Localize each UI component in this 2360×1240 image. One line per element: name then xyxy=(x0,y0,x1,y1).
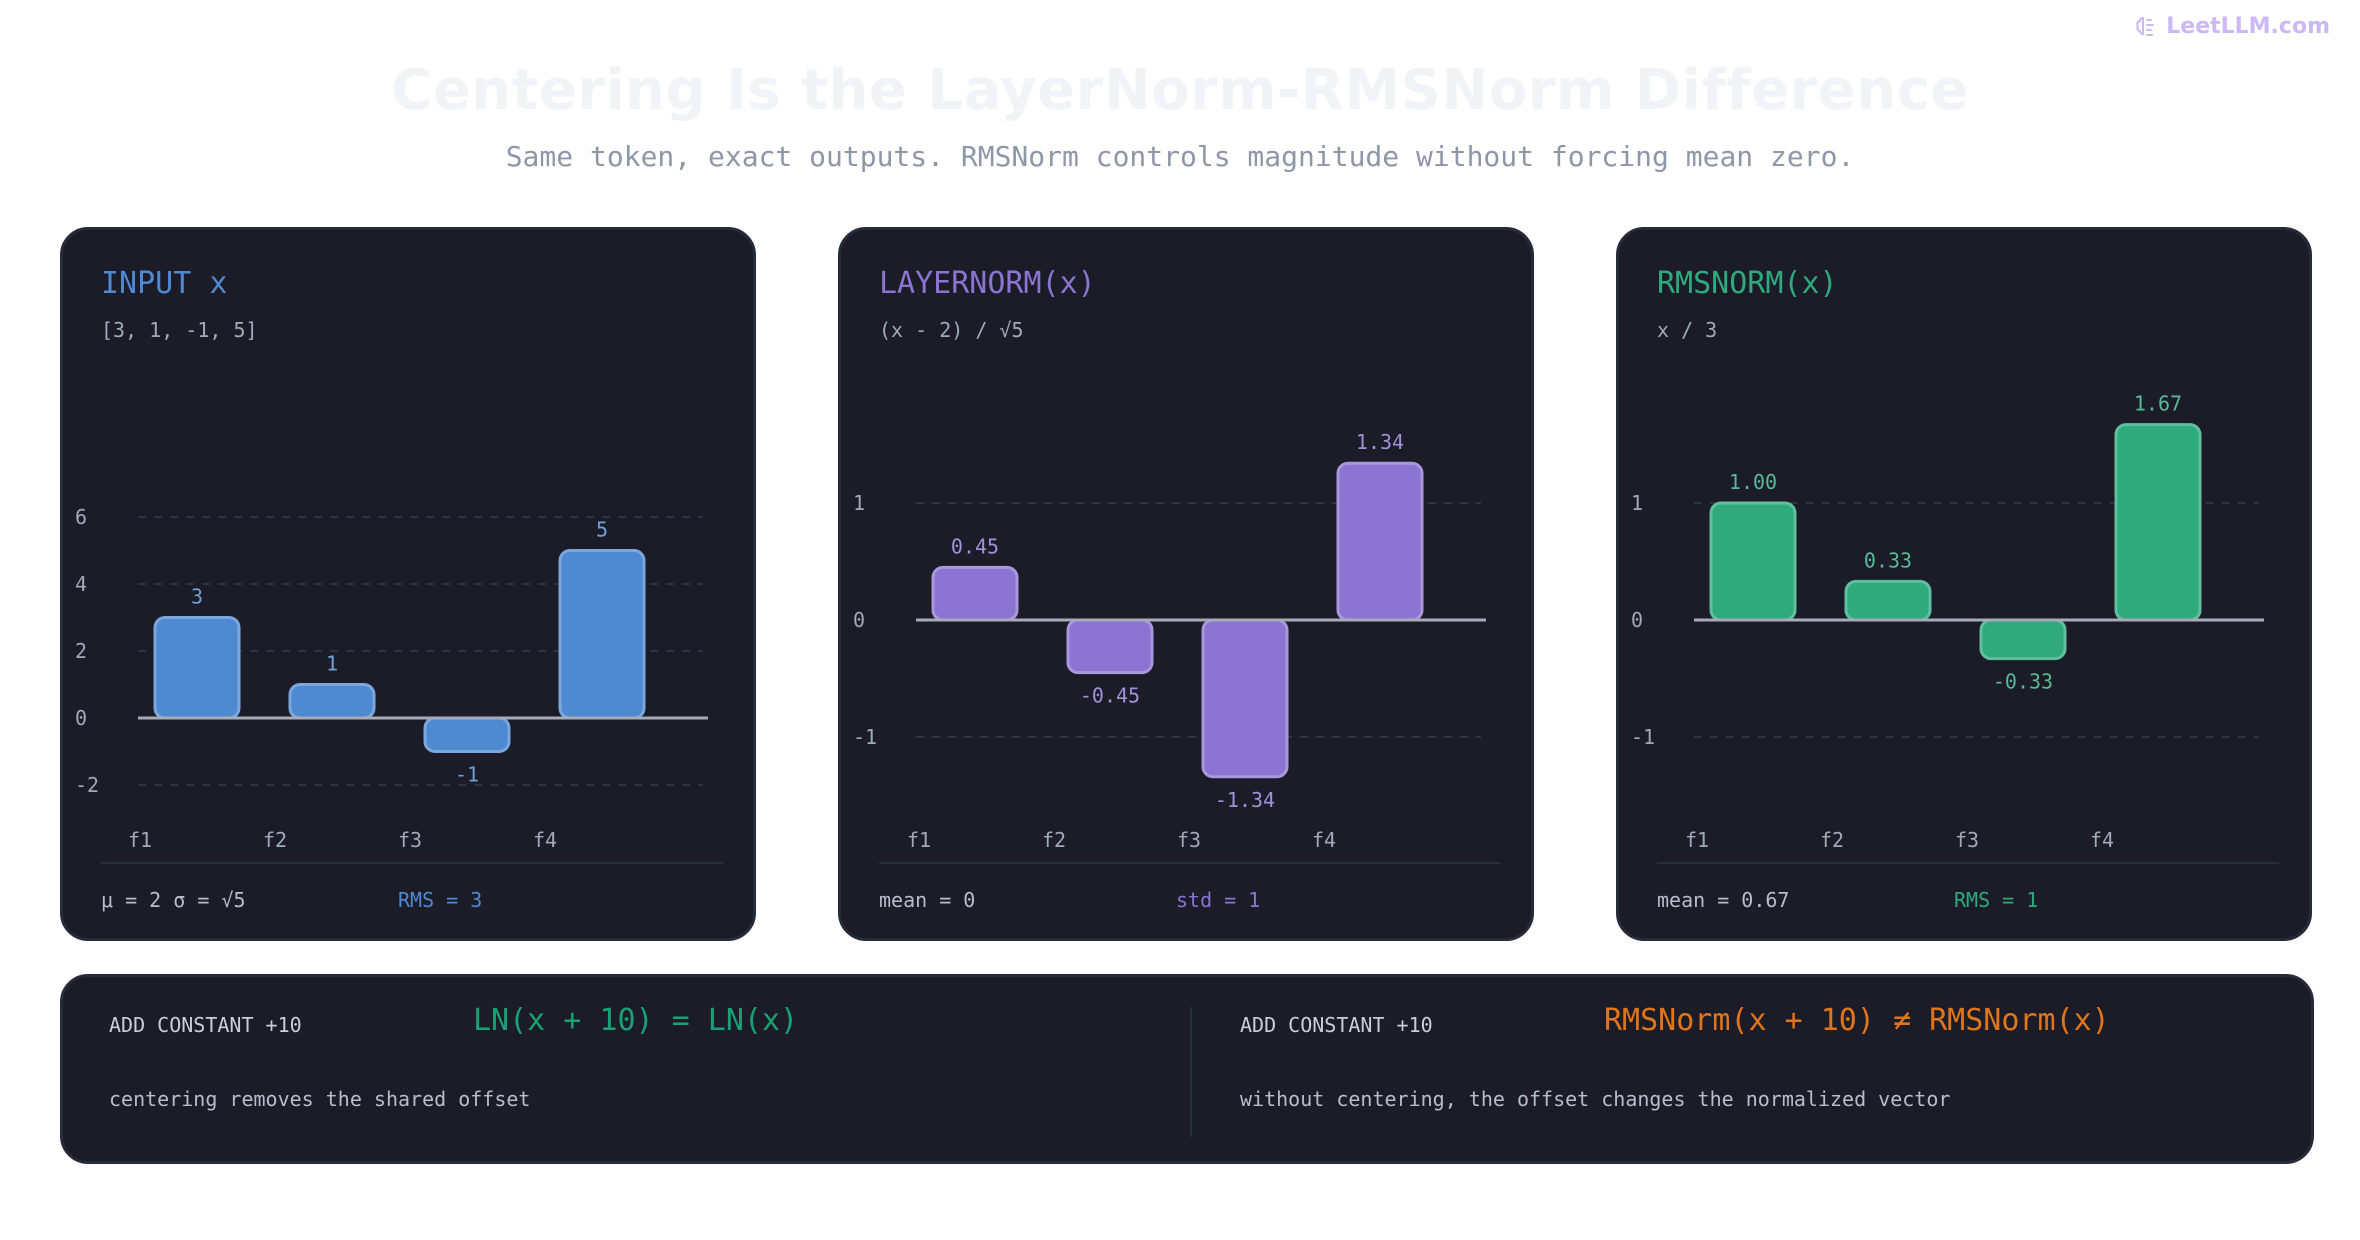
bar-f2 xyxy=(1844,579,1932,622)
bar-value-label: -0.45 xyxy=(1080,684,1140,708)
y-tick-label: 0 xyxy=(1631,608,1643,632)
bar-value-label: -1 xyxy=(455,763,479,787)
panel-title: RMSNORM(x) xyxy=(1657,266,1838,301)
y-tick-label: 0 xyxy=(853,608,865,632)
bar-value-label: 0.45 xyxy=(951,534,999,558)
x-tick-label: f2 xyxy=(1042,828,1066,852)
panel-title: LAYERNORM(x) xyxy=(879,266,1096,301)
x-tick-label: f2 xyxy=(1820,828,1844,852)
bar-f2 xyxy=(288,683,376,720)
y-tick-label: 1 xyxy=(1631,491,1643,515)
bar-value-label: 5 xyxy=(596,518,608,542)
input-panel: INPUT x [3, 1, -1, 5] 6 4 2 0 -2 3 f1 1 f2 -1 f3 5 f… xyxy=(60,227,756,941)
y-tick-label: -1 xyxy=(853,725,877,749)
section-label: ADD CONSTANT +10 xyxy=(1240,1013,1433,1037)
bar-f1 xyxy=(153,616,241,720)
bar-value-label: 1.34 xyxy=(1356,430,1404,454)
offset-comparison-panel: ADD CONSTANT +10 LN(x + 10) = LN(x) cent… xyxy=(60,974,2314,1164)
bar-f2 xyxy=(1066,618,1154,675)
page-title: Centering Is the LayerNorm-RMSNorm Diffe… xyxy=(391,58,1969,123)
y-tick-label: 0 xyxy=(75,706,87,730)
bar-value-label: -0.33 xyxy=(1993,670,2053,694)
panel-formula: [3, 1, -1, 5] xyxy=(101,318,258,342)
bar-f1 xyxy=(931,565,1019,622)
input-bar-chart: 6 4 2 0 -2 3 f1 1 f2 -1 f3 5 f4 xyxy=(75,505,708,852)
section-description: centering removes the shared offset xyxy=(109,1087,531,1111)
x-tick-label: f3 xyxy=(1955,828,1979,852)
section-label: ADD CONSTANT +10 xyxy=(109,1013,302,1037)
panel-stat-left: mean = 0.67 xyxy=(1657,888,1790,912)
brand[interactable]: LeetLLM.com xyxy=(2134,14,2330,39)
layernorm-equation: LN(x + 10) = LN(x) xyxy=(473,1003,799,1038)
y-tick-label: 6 xyxy=(75,505,87,529)
panel-title: INPUT x xyxy=(101,266,228,301)
panel-divider xyxy=(879,862,1501,864)
y-tick-label: 2 xyxy=(75,639,87,663)
layernorm-panel: LAYERNORM(x) (x - 2) / √5 1 0 -1 0.45 f1 -0.4… xyxy=(838,227,1534,941)
y-tick-label: -2 xyxy=(75,773,99,797)
rmsnorm-bar-chart: 1 0 -1 1.00 f1 0.33 f2 -0.33 f3 1.67 f4 xyxy=(1631,392,2264,852)
rmsnorm-equation: RMSNorm(x + 10) ≠ RMSNorm(x) xyxy=(1604,1003,2110,1038)
layernorm-bar-chart: 1 0 -1 0.45 f1 -0.45 f2 -1.34 f3 1.34 f4 xyxy=(853,430,1486,852)
x-tick-label: f1 xyxy=(1685,828,1709,852)
x-tick-label: f4 xyxy=(1312,828,1336,852)
x-tick-label: f1 xyxy=(907,828,931,852)
x-tick-label: f2 xyxy=(263,828,287,852)
panel-stat-right: std = 1 xyxy=(1176,888,1261,912)
brain-icon xyxy=(2136,16,2155,36)
bar-value-label: -1.34 xyxy=(1215,788,1275,812)
panel-formula: (x - 2) / √5 xyxy=(879,318,1024,342)
brand-text: LeetLLM.com xyxy=(2166,14,2330,39)
bar-f4 xyxy=(558,549,646,720)
bar-f3 xyxy=(1201,618,1289,779)
y-tick-label: 4 xyxy=(75,572,87,596)
y-tick-label: -1 xyxy=(1631,725,1655,749)
bar-f1 xyxy=(1709,501,1797,622)
bar-f4 xyxy=(1336,461,1424,622)
rmsnorm-offset-section: ADD CONSTANT +10 RMSNorm(x + 10) ≠ RMSNo… xyxy=(1194,977,2314,1161)
section-description: without centering, the offset changes th… xyxy=(1240,1087,1951,1111)
panel-stat-left: μ = 2 σ = √5 xyxy=(101,888,246,912)
x-tick-label: f3 xyxy=(1177,828,1201,852)
panel-stat-right: RMS = 3 xyxy=(398,888,483,912)
bar-f3 xyxy=(1979,618,2067,661)
bar-value-label: 1.00 xyxy=(1729,470,1777,494)
y-tick-label: 1 xyxy=(853,491,865,515)
rmsnorm-panel: RMSNORM(x) x / 3 1 0 -1 1.00 f1 0.33 f2 -0.33 f3… xyxy=(1616,227,2312,941)
section-divider xyxy=(1190,1007,1192,1137)
page-subtitle: Same token, exact outputs. RMSNorm contr… xyxy=(505,140,1855,173)
x-tick-label: f4 xyxy=(2090,828,2114,852)
panel-stat-left: mean = 0 xyxy=(879,888,976,912)
panel-divider xyxy=(1657,862,2279,864)
layernorm-offset-section: ADD CONSTANT +10 LN(x + 10) = LN(x) cent… xyxy=(63,977,1190,1161)
bar-f4 xyxy=(2114,423,2202,622)
bar-value-label: 0.33 xyxy=(1864,548,1912,572)
bar-value-label: 1.67 xyxy=(2134,392,2182,416)
x-tick-label: f1 xyxy=(128,828,152,852)
bar-value-label: 1 xyxy=(326,652,338,676)
x-tick-label: f3 xyxy=(398,828,422,852)
bar-value-label: 3 xyxy=(191,585,203,609)
bar-f3 xyxy=(423,716,511,753)
panel-stat-right: RMS = 1 xyxy=(1954,888,2039,912)
x-tick-label: f4 xyxy=(533,828,557,852)
panel-divider xyxy=(101,862,723,864)
panel-formula: x / 3 xyxy=(1657,318,1718,342)
